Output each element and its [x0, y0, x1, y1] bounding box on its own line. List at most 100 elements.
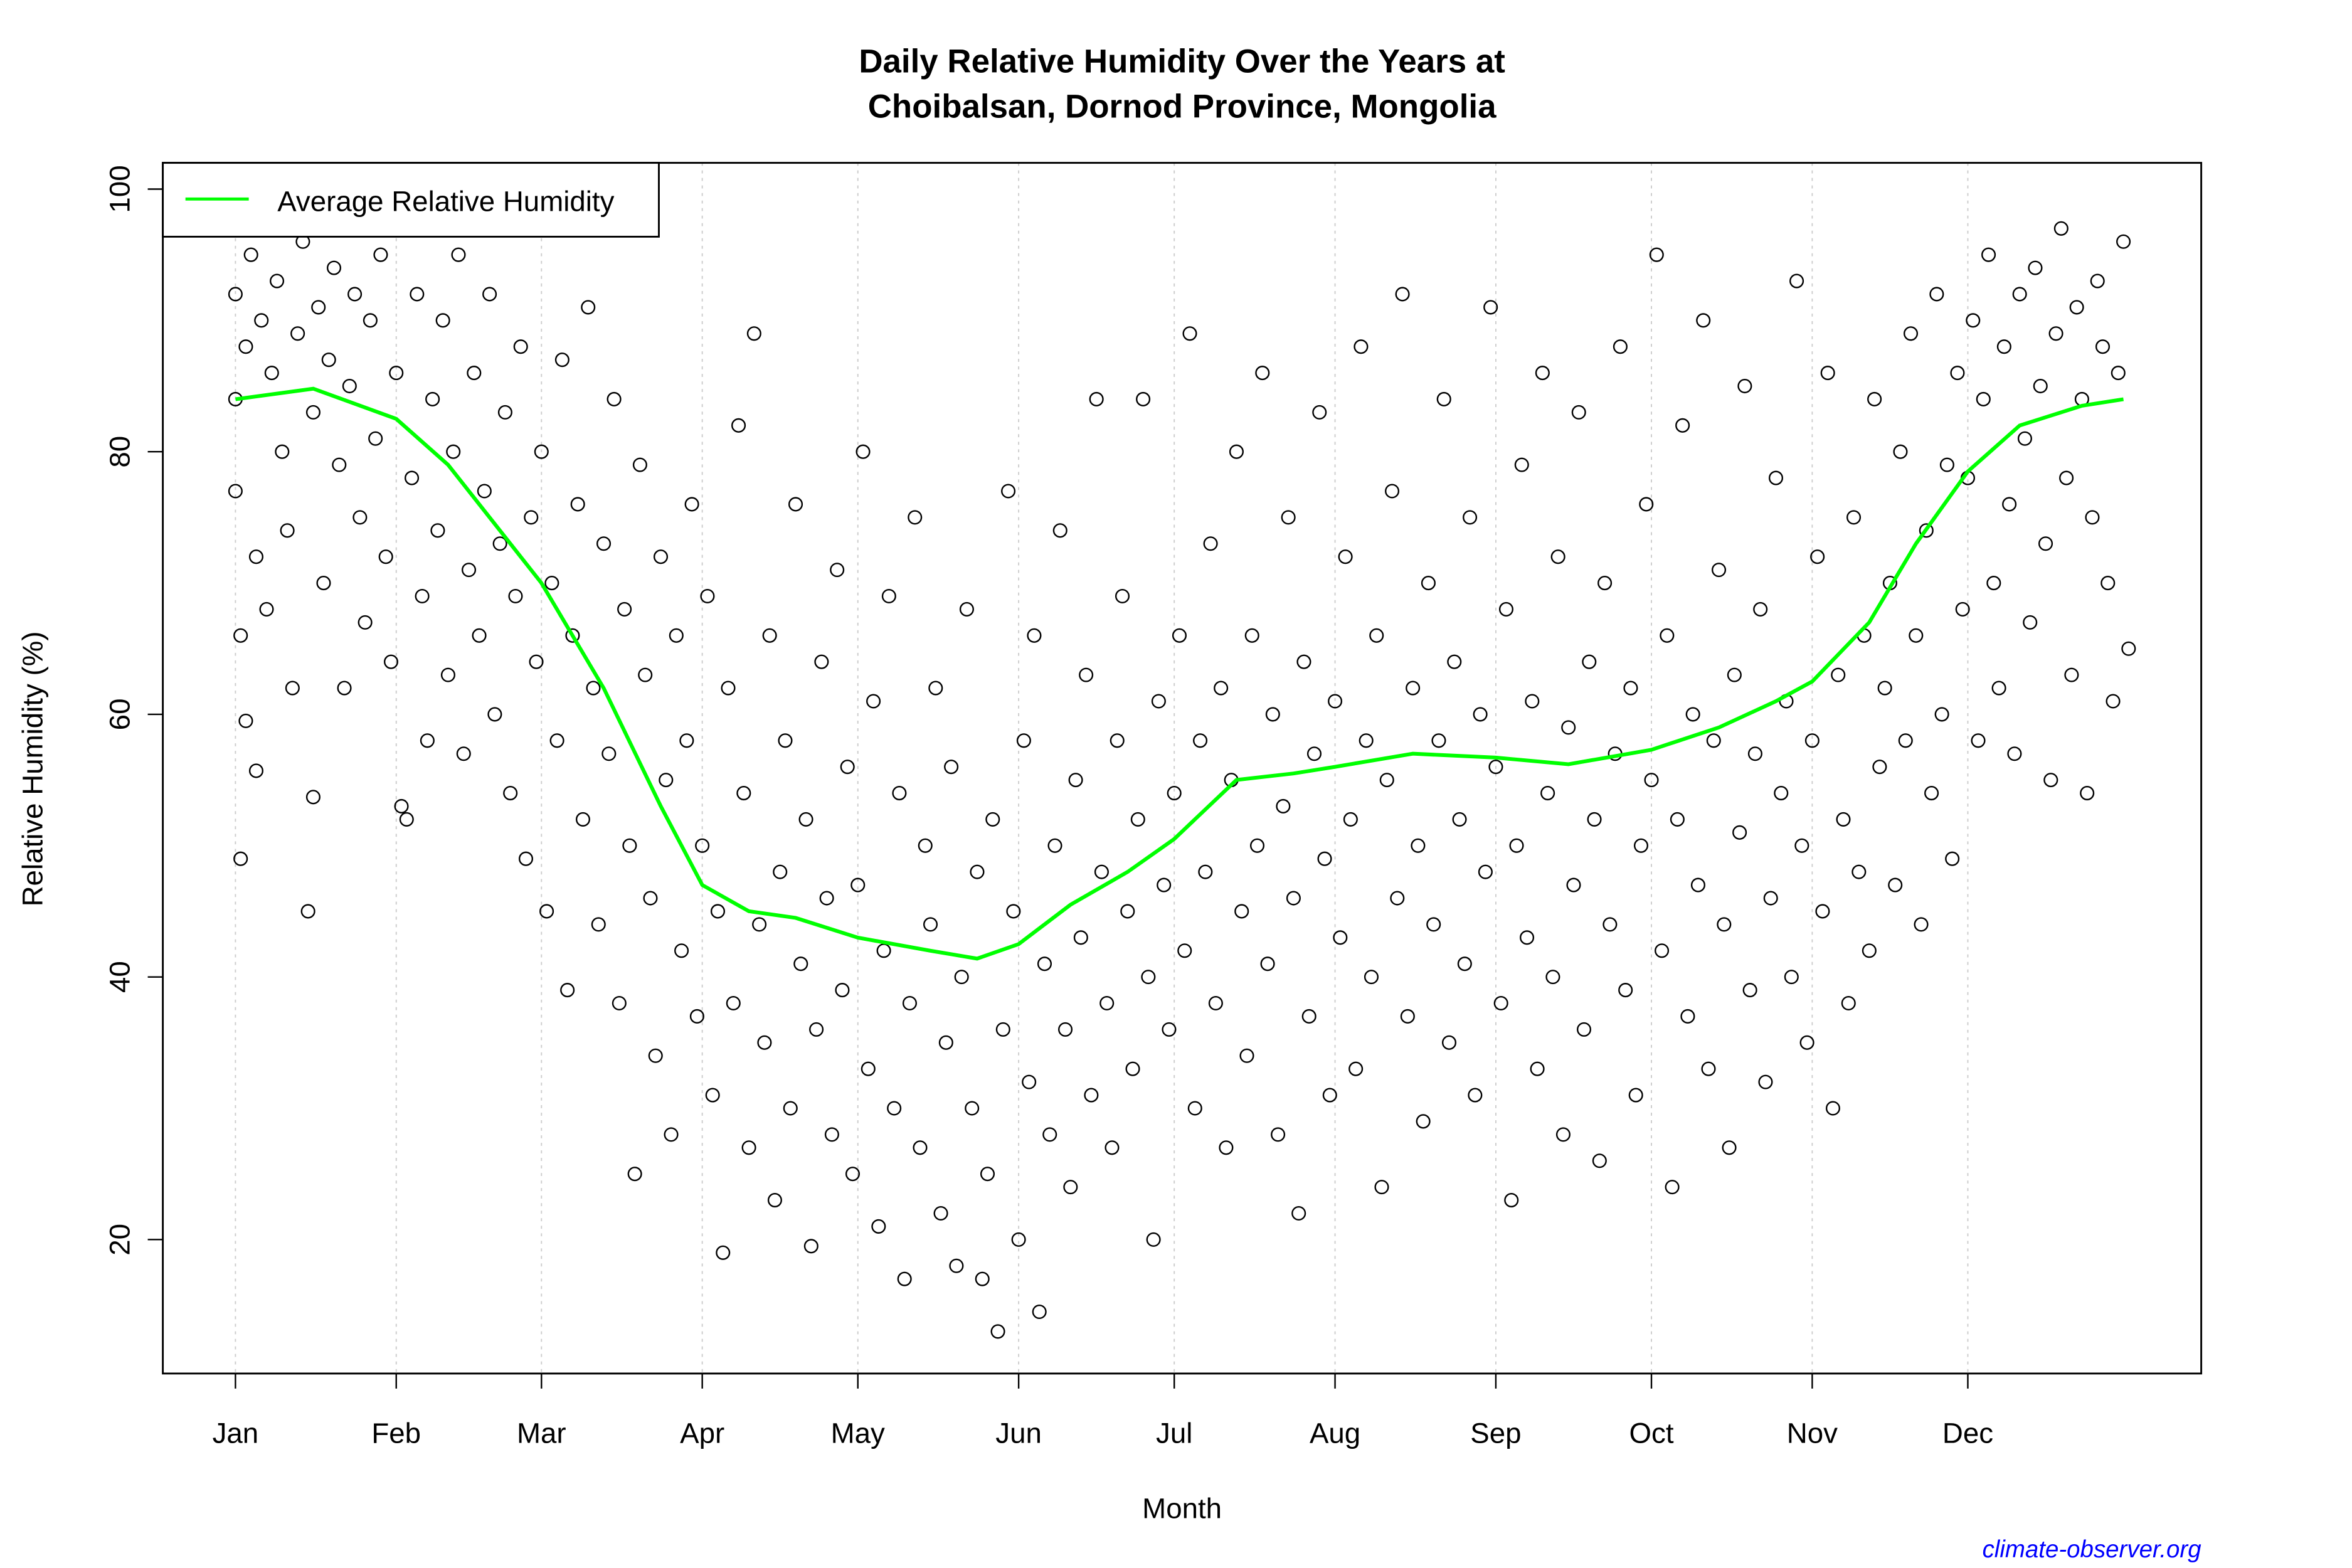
- y-tick-label: 100: [104, 165, 136, 213]
- data-point: [1151, 694, 1166, 709]
- data-point: [311, 300, 326, 315]
- data-point: [529, 654, 544, 669]
- data-point: [347, 287, 363, 302]
- data-point: [736, 785, 751, 801]
- data-point: [1291, 1205, 1306, 1221]
- data-point: [2033, 378, 2048, 394]
- data-point: [1431, 733, 1446, 748]
- data-point: [1587, 812, 1602, 827]
- data-point: [280, 523, 295, 538]
- data-point: [1722, 1140, 1737, 1155]
- x-tick-label: Feb: [371, 1417, 421, 1449]
- data-point: [1488, 760, 1503, 775]
- data-point: [1182, 326, 1197, 341]
- data-point: [270, 273, 285, 289]
- data-point: [1301, 1009, 1316, 1024]
- data-point: [1550, 549, 1565, 564]
- data-point: [1157, 877, 1172, 893]
- data-point: [1162, 1022, 1177, 1037]
- data-point: [1312, 405, 1327, 420]
- data-point: [1955, 601, 1970, 617]
- data-point: [1862, 943, 1877, 958]
- data-point: [467, 366, 482, 381]
- data-point: [1846, 510, 1862, 525]
- data-point: [938, 1035, 953, 1050]
- data-point: [1675, 418, 1690, 433]
- data-point: [710, 904, 726, 919]
- data-point: [1084, 1088, 1099, 1103]
- x-tick-label: Oct: [1629, 1417, 1674, 1449]
- data-point: [944, 760, 959, 775]
- data-point: [1146, 1232, 1161, 1247]
- data-point: [856, 444, 871, 459]
- data-point: [705, 1088, 720, 1103]
- data-point: [1063, 1180, 1078, 1195]
- data-point: [451, 247, 466, 262]
- data-point: [518, 851, 534, 866]
- data-point: [871, 1219, 886, 1234]
- data-point: [410, 287, 425, 302]
- data-point: [337, 681, 352, 696]
- data-point: [524, 510, 539, 525]
- data-point: [461, 563, 477, 578]
- data-point: [2002, 497, 2017, 512]
- data-point: [1364, 970, 1379, 985]
- watermark: climate-observer.org: [1983, 1536, 2202, 1563]
- data-point: [814, 654, 829, 669]
- data-point: [892, 785, 907, 801]
- data-point: [607, 391, 622, 406]
- data-point: [1400, 1009, 1415, 1024]
- data-point: [923, 917, 938, 932]
- data-point: [2085, 510, 2100, 525]
- data-point: [1971, 733, 1986, 748]
- data-point: [1395, 287, 1410, 302]
- data-point: [1328, 694, 1343, 709]
- data-point: [1597, 576, 1613, 591]
- data-point: [1094, 864, 1109, 879]
- data-point: [492, 536, 507, 551]
- data-point: [1343, 812, 1358, 827]
- data-point: [1841, 995, 1856, 1011]
- data-point: [1411, 838, 1426, 853]
- data-point: [596, 536, 612, 551]
- data-point: [1520, 930, 1535, 945]
- data-point: [2017, 431, 2032, 446]
- data-point: [1851, 864, 1867, 879]
- data-point: [440, 667, 455, 682]
- data-point: [554, 352, 569, 368]
- data-point: [1909, 628, 1924, 643]
- data-point: [990, 1324, 1005, 1339]
- data-point: [1125, 1061, 1140, 1076]
- data-point: [1193, 733, 1208, 748]
- chart-title-line2: Choibalsan, Dornod Province, Mongolia: [868, 88, 1496, 125]
- data-point: [1473, 707, 1488, 722]
- data-point: [233, 851, 248, 866]
- x-tick-label: Mar: [517, 1417, 566, 1449]
- x-axis-label: Month: [1142, 1493, 1222, 1525]
- data-point: [560, 983, 575, 998]
- data-point: [1576, 1022, 1592, 1037]
- data-point: [975, 1271, 990, 1286]
- data-point: [1244, 628, 1259, 643]
- data-point: [1639, 497, 1654, 512]
- data-point: [866, 694, 881, 709]
- data-point: [1234, 904, 1249, 919]
- data-point: [1618, 983, 1633, 998]
- data-point: [248, 549, 264, 564]
- data-point: [809, 1022, 824, 1037]
- y-tick-label: 80: [104, 436, 136, 468]
- data-point: [1353, 339, 1369, 354]
- data-point: [1214, 681, 1229, 696]
- data-point: [342, 378, 357, 394]
- legend-label: Average Relative Humidity: [277, 186, 614, 218]
- data-point: [1219, 1140, 1234, 1155]
- x-tick-label: Jun: [995, 1417, 1042, 1449]
- data-point: [2080, 785, 2095, 801]
- data-point: [1794, 838, 1809, 853]
- data-point: [995, 1022, 1010, 1037]
- data-point: [1966, 313, 1981, 328]
- data-point: [233, 628, 248, 643]
- data-point: [803, 1239, 818, 1254]
- data-point: [1623, 681, 1638, 696]
- data-point: [1825, 1101, 1841, 1116]
